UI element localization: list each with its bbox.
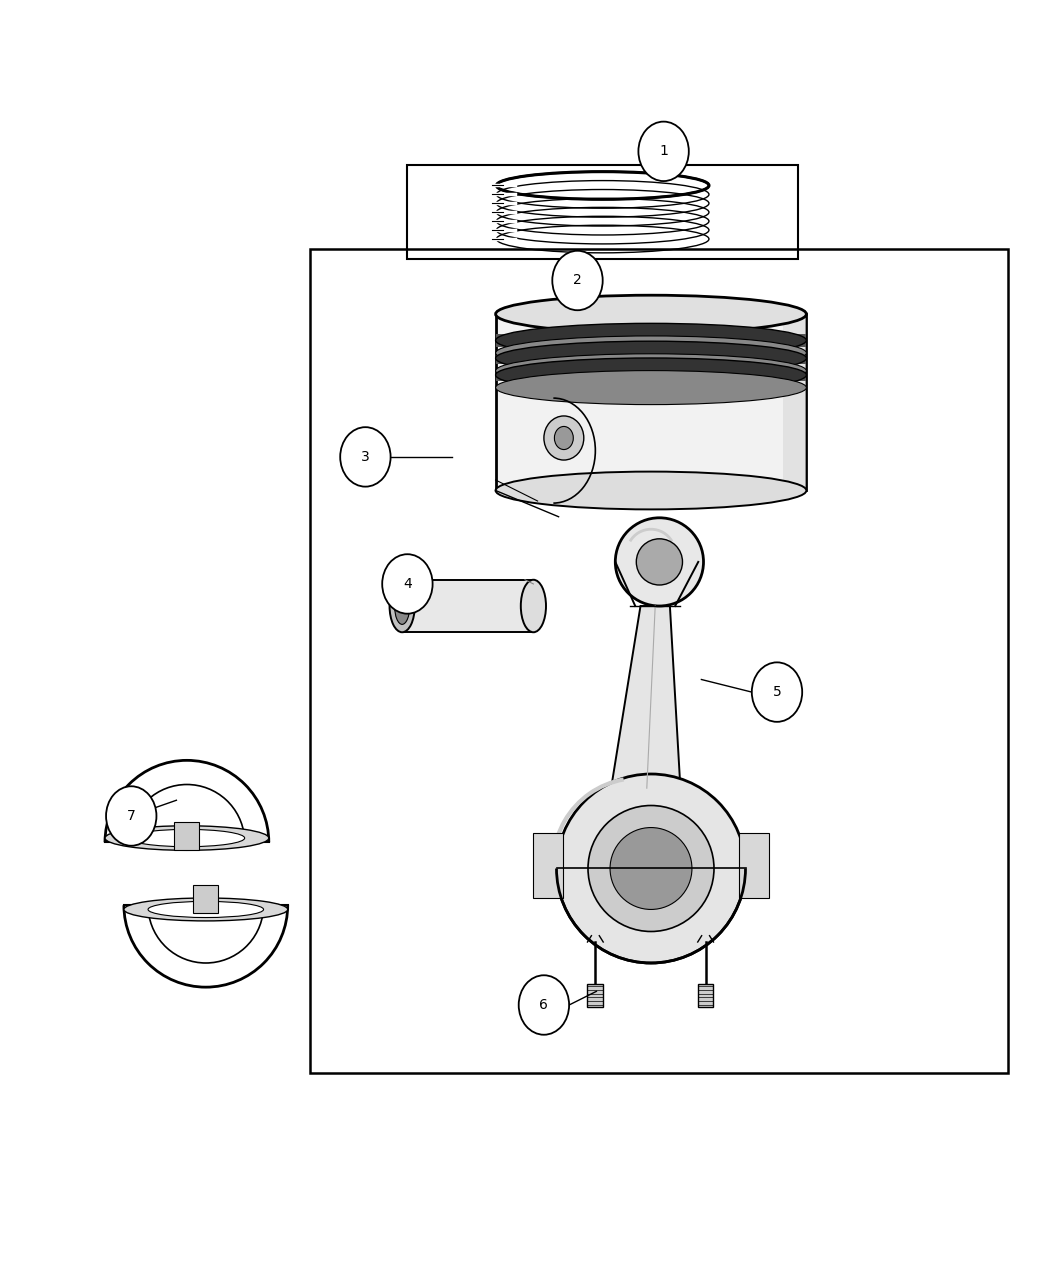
- Ellipse shape: [638, 121, 689, 181]
- Ellipse shape: [496, 371, 806, 404]
- Bar: [496, 334, 806, 347]
- Ellipse shape: [544, 416, 584, 460]
- Circle shape: [588, 806, 714, 932]
- Circle shape: [636, 539, 682, 585]
- Text: 1: 1: [659, 144, 668, 158]
- Text: 4: 4: [403, 578, 412, 590]
- Polygon shape: [611, 606, 680, 788]
- Ellipse shape: [382, 555, 433, 613]
- Bar: [310, 249, 1008, 1074]
- Ellipse shape: [148, 901, 264, 918]
- Ellipse shape: [390, 580, 415, 632]
- Ellipse shape: [496, 342, 806, 375]
- Ellipse shape: [496, 353, 806, 388]
- Ellipse shape: [554, 426, 573, 450]
- FancyBboxPatch shape: [193, 885, 218, 913]
- Circle shape: [615, 518, 704, 606]
- Circle shape: [556, 774, 746, 963]
- Ellipse shape: [752, 663, 802, 722]
- Ellipse shape: [496, 324, 806, 357]
- Ellipse shape: [124, 898, 288, 921]
- Ellipse shape: [496, 296, 806, 333]
- Ellipse shape: [496, 335, 806, 370]
- Ellipse shape: [496, 472, 806, 510]
- Bar: [496, 368, 806, 381]
- Text: 3: 3: [361, 450, 370, 464]
- Bar: [402, 580, 533, 632]
- FancyBboxPatch shape: [174, 822, 200, 849]
- Bar: [407, 164, 798, 260]
- Circle shape: [610, 827, 692, 909]
- Text: 5: 5: [773, 685, 781, 699]
- Bar: [739, 833, 769, 898]
- Ellipse shape: [496, 358, 806, 391]
- Ellipse shape: [105, 826, 269, 850]
- Ellipse shape: [340, 427, 391, 487]
- Bar: [588, 984, 603, 1007]
- Ellipse shape: [552, 251, 603, 310]
- Bar: [783, 314, 806, 491]
- Bar: [533, 833, 563, 898]
- Ellipse shape: [519, 975, 569, 1035]
- Ellipse shape: [106, 787, 156, 845]
- Text: 2: 2: [573, 274, 582, 287]
- Bar: [698, 984, 714, 1007]
- Ellipse shape: [521, 580, 546, 632]
- Ellipse shape: [129, 830, 245, 847]
- Text: 7: 7: [127, 810, 135, 822]
- Ellipse shape: [395, 588, 410, 625]
- Text: 6: 6: [540, 998, 548, 1012]
- Bar: [496, 314, 806, 491]
- Bar: [496, 352, 806, 365]
